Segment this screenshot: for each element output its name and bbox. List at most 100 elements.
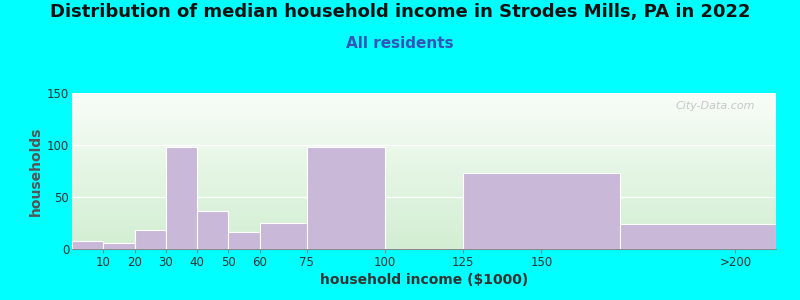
Bar (72, 138, 776, 140)
Bar (72, 199, 776, 201)
Bar (72, 163, 776, 165)
Bar (72, 246, 776, 247)
Bar (72, 210, 776, 212)
Bar (72, 145, 776, 146)
Bar (72, 207, 776, 208)
Bar (197, 211, 229, 249)
Bar (72, 115, 776, 116)
Bar (72, 160, 776, 162)
Bar (72, 154, 776, 155)
Bar (72, 157, 776, 158)
Bar (72, 179, 776, 180)
Bar (72, 99, 776, 101)
X-axis label: household income ($1000): household income ($1000) (320, 273, 528, 287)
Bar (229, 232, 260, 249)
Bar (72, 238, 776, 240)
Bar (72, 129, 776, 130)
Bar (72, 202, 776, 204)
Bar (72, 126, 776, 127)
Bar (72, 213, 776, 215)
Bar (72, 188, 776, 190)
Bar (72, 197, 776, 199)
Bar (72, 110, 776, 112)
Bar (72, 244, 776, 246)
Bar (260, 223, 306, 249)
Bar (72, 233, 776, 235)
Bar (72, 127, 776, 129)
Bar (72, 241, 776, 243)
Text: City-Data.com: City-Data.com (675, 101, 755, 111)
Bar (72, 169, 776, 171)
Bar (72, 107, 776, 109)
Bar (72, 149, 776, 151)
Bar (72, 155, 776, 157)
Bar (72, 137, 776, 138)
Text: All residents: All residents (346, 36, 454, 51)
Bar (72, 162, 776, 163)
Bar (72, 223, 776, 224)
Bar (72, 219, 776, 221)
Bar (72, 204, 776, 205)
Bar (72, 101, 776, 102)
Bar (72, 130, 776, 132)
Bar (72, 221, 776, 223)
Bar (72, 171, 776, 172)
Bar (72, 226, 776, 227)
Bar (72, 158, 776, 160)
Bar (72, 166, 776, 168)
Bar (72, 184, 776, 185)
Bar (72, 196, 776, 197)
Bar (72, 98, 776, 99)
Bar (72, 104, 776, 106)
Bar (72, 102, 776, 104)
Bar (72, 218, 776, 219)
Bar (72, 140, 776, 141)
Bar (72, 112, 776, 113)
Bar (72, 148, 776, 149)
Bar (72, 243, 776, 244)
Text: Distribution of median household income in Strodes Mills, PA in 2022: Distribution of median household income … (50, 3, 750, 21)
Bar (72, 118, 776, 119)
Bar (72, 201, 776, 202)
Bar (72, 194, 776, 196)
Bar (72, 229, 776, 230)
Bar (306, 147, 385, 249)
Bar (72, 248, 776, 249)
Bar (72, 143, 776, 145)
Bar (72, 124, 776, 126)
Bar (72, 132, 776, 134)
Bar (72, 94, 776, 96)
Bar (72, 232, 776, 233)
Bar (72, 182, 776, 184)
Bar (72, 123, 776, 124)
Bar (72, 165, 776, 166)
Bar (166, 147, 197, 249)
Bar (72, 187, 776, 188)
Bar (72, 135, 776, 137)
Bar (72, 168, 776, 170)
Bar (72, 174, 776, 176)
Bar (72, 172, 776, 174)
Bar (72, 180, 776, 182)
Bar (72, 205, 776, 207)
Bar (72, 177, 776, 179)
Bar (72, 151, 776, 152)
Bar (72, 236, 776, 238)
Bar (72, 190, 776, 191)
Bar (72, 106, 776, 107)
Bar (72, 176, 776, 177)
Bar (72, 141, 776, 143)
Bar (72, 193, 776, 194)
Bar (72, 96, 776, 98)
Bar (72, 119, 776, 121)
Bar (463, 173, 619, 249)
Bar (72, 109, 776, 110)
Bar (72, 113, 776, 115)
Bar (103, 243, 134, 249)
Bar (72, 121, 776, 123)
Bar (72, 215, 776, 216)
Y-axis label: households: households (29, 126, 43, 216)
Bar (72, 212, 776, 213)
Bar (72, 191, 776, 193)
Bar (72, 208, 776, 210)
